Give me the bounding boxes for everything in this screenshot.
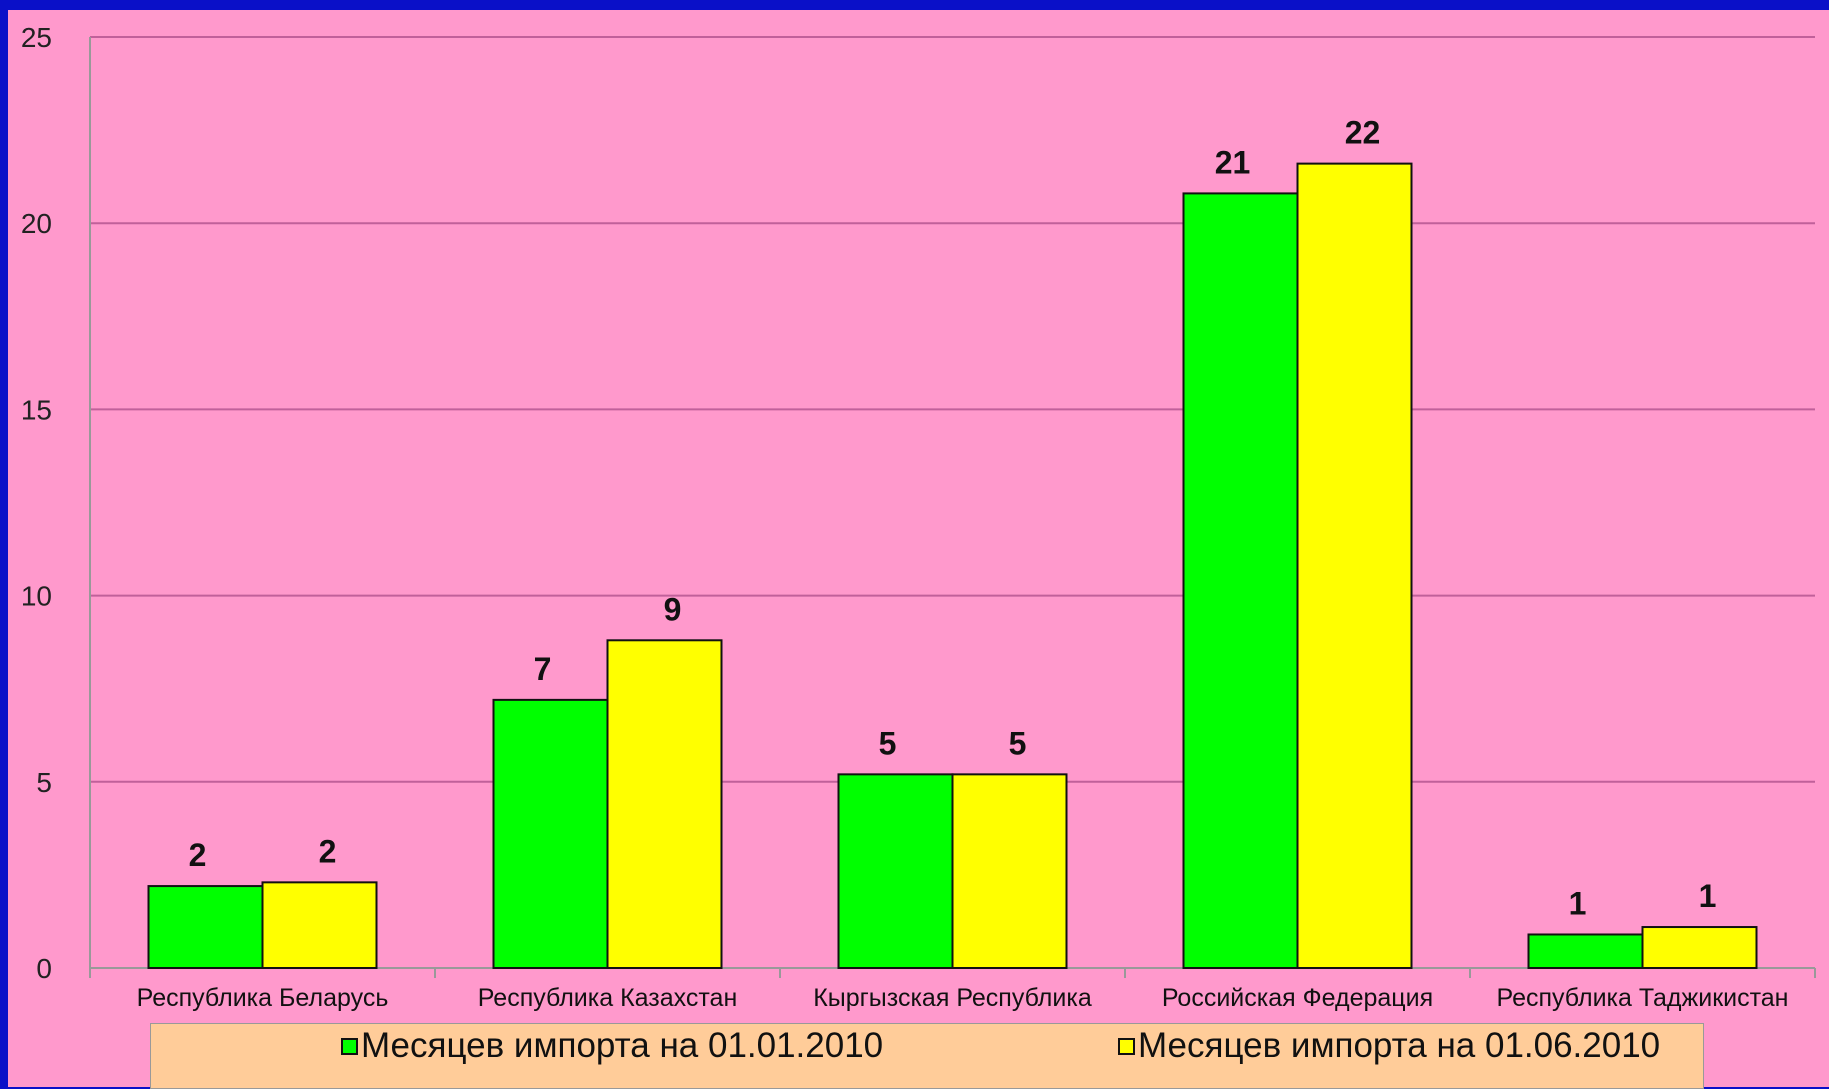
x-tick-label: Кыргызская Республика: [813, 984, 1092, 1012]
data-label: 9: [664, 591, 682, 627]
bar: [1641, 926, 1758, 970]
y-tick-label: 0: [36, 953, 52, 984]
bar: [951, 773, 1068, 969]
bar: [1527, 933, 1644, 970]
data-label: 2: [319, 833, 337, 869]
data-label: 5: [879, 725, 897, 761]
bar: [1182, 192, 1299, 969]
data-label: 21: [1215, 144, 1251, 180]
x-tick-label: Республика Таджикистан: [1497, 984, 1789, 1012]
legend-label-series-2: Месяцев импорта на 01.06.2010: [1138, 1026, 1661, 1065]
y-tick-label: 10: [21, 581, 52, 612]
data-label: 1: [1699, 878, 1717, 914]
bar: [261, 881, 378, 970]
y-tick-label: 25: [21, 22, 52, 53]
x-tick-label: Республика Беларусь: [137, 984, 389, 1012]
chart-legend: Месяцев импорта на 01.01.2010 Месяцев им…: [150, 1023, 1704, 1089]
y-tick-label: 20: [21, 208, 52, 239]
data-label: 1: [1569, 885, 1587, 921]
data-label: 7: [534, 651, 552, 687]
x-tick-label: Республика Казахстан: [478, 984, 738, 1012]
legend-item-series-1: Месяцев импорта на 01.01.2010: [341, 1024, 883, 1068]
legend-swatch-green: [341, 1037, 358, 1055]
bar: [147, 885, 264, 970]
bar: [606, 639, 723, 970]
legend-swatch-yellow: [1118, 1037, 1135, 1055]
bar: [492, 698, 609, 969]
legend-label-series-1: Месяцев импорта на 01.01.2010: [361, 1026, 884, 1065]
x-tick-label: Российская Федерация: [1162, 984, 1433, 1012]
data-label: 22: [1345, 115, 1381, 151]
y-tick-label: 15: [21, 394, 52, 425]
data-label: 2: [189, 837, 207, 873]
legend-item-series-2: Месяцев импорта на 01.06.2010: [1118, 1024, 1660, 1068]
data-label: 5: [1009, 725, 1027, 761]
bar: [837, 773, 954, 969]
bar: [1296, 162, 1413, 969]
y-tick-label: 5: [36, 767, 52, 798]
